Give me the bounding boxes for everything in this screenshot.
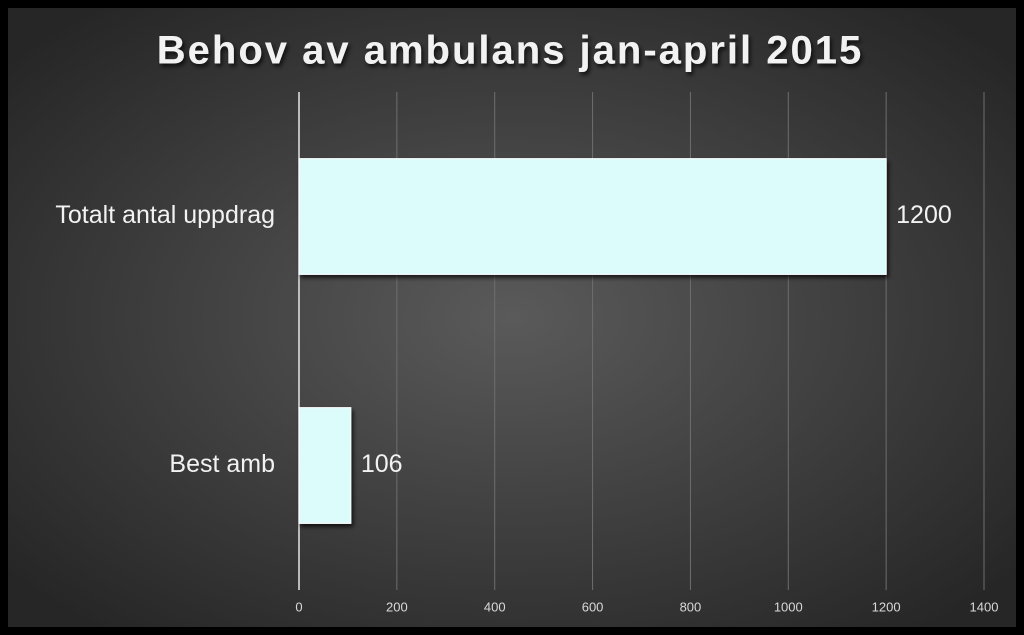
x-tick-label: 1000 [774, 599, 803, 614]
bar [298, 407, 352, 524]
x-tick-label: 600 [582, 599, 604, 614]
x-tick-label: 800 [680, 599, 702, 614]
x-tick-label: 200 [386, 599, 408, 614]
x-tick-label: 1400 [970, 599, 999, 614]
y-tick-label: Best amb [169, 450, 275, 478]
background [8, 8, 1016, 627]
x-tick-label: 1200 [872, 599, 901, 614]
value-label: 1200 [896, 201, 952, 229]
x-tick-label: 0 [295, 599, 302, 614]
bar [298, 158, 887, 275]
x-tick-label: 400 [484, 599, 506, 614]
value-label: 106 [361, 450, 403, 478]
chart-title: Behov av ambulans jan-april 2015 [157, 29, 863, 73]
y-tick-label: Totalt antal uppdrag [55, 201, 275, 229]
